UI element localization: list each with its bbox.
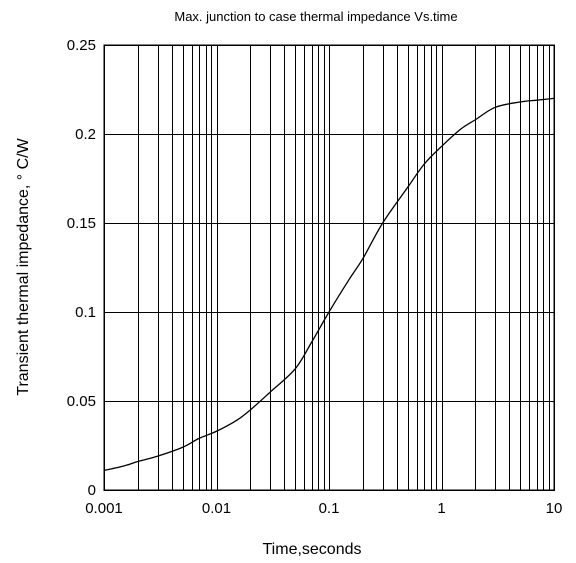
x-tick-label: 10 xyxy=(546,500,563,517)
series-layer xyxy=(103,97,555,472)
x-tick-labels: 0.001 0.01 0.1 1 10 xyxy=(85,500,562,517)
y-tick-label: 0.25 xyxy=(67,37,96,54)
y-tick-label: 0.1 xyxy=(75,304,96,321)
y-tick-label: 0.2 xyxy=(75,126,96,143)
y-tick-label: 0 xyxy=(88,482,96,499)
y-tick-labels: 0 0.05 0.1 0.15 0.2 0.25 xyxy=(67,37,96,499)
thermal-impedance-curve xyxy=(103,97,555,472)
x-tick-label: 0.001 xyxy=(85,500,123,517)
grid xyxy=(104,45,554,490)
chart-title: Max. junction to case thermal impedance … xyxy=(174,9,457,24)
x-tick-label: 0.01 xyxy=(202,500,231,517)
y-axis-label: Transient thermal impedance, ° C/W xyxy=(15,137,32,395)
x-axis-label: Time,seconds xyxy=(263,541,362,558)
plot-frame xyxy=(103,44,555,491)
x-tick-label: 0.1 xyxy=(319,500,340,517)
y-tick-label: 0.15 xyxy=(67,215,96,232)
x-tick-label: 1 xyxy=(437,500,445,517)
y-tick-label: 0.05 xyxy=(67,393,96,410)
